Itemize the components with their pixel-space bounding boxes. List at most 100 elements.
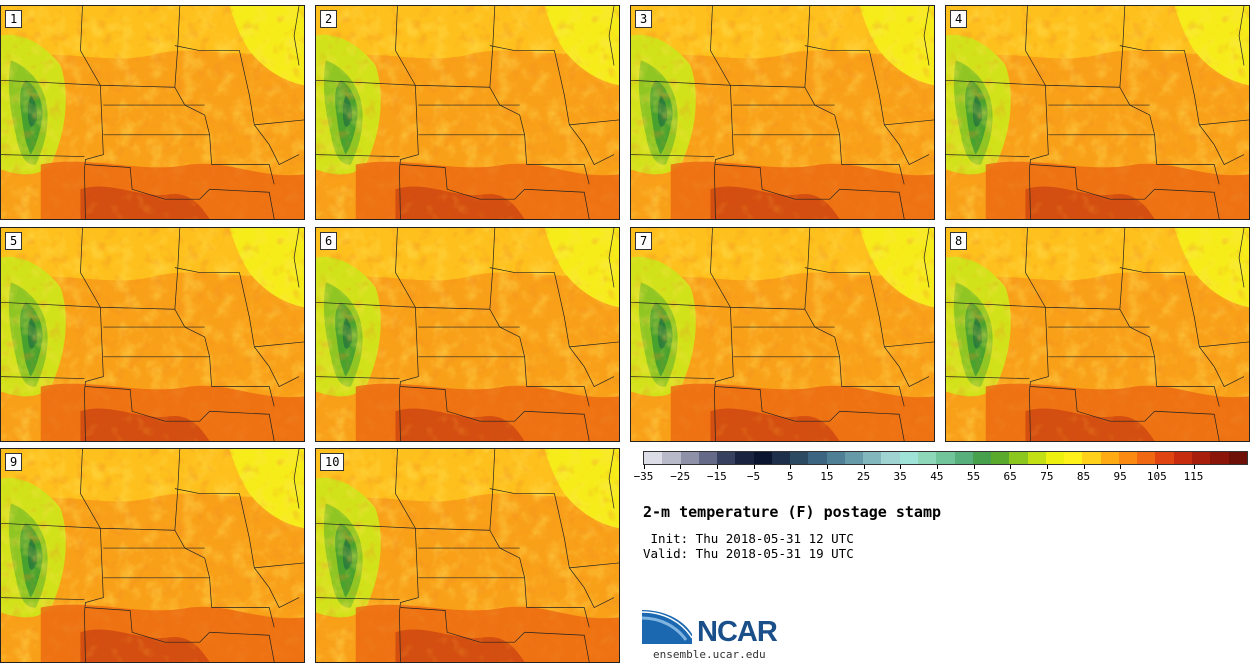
temperature-map — [631, 6, 934, 219]
init-time: Init: Thu 2018-05-31 12 UTC — [643, 531, 854, 546]
colorbar-segment — [1064, 452, 1083, 464]
colorbar-tick-label: 85 — [1076, 470, 1091, 483]
colorbar-segment — [1137, 452, 1156, 464]
temperature-map — [1, 449, 304, 662]
colorbar-segment — [790, 452, 809, 464]
member-label: 5 — [5, 232, 23, 250]
member-label: 10 — [320, 453, 345, 471]
colorbar-tick — [863, 465, 865, 469]
colorbar-segment — [644, 452, 663, 464]
member-label: 1 — [5, 10, 23, 28]
member-label: 8 — [950, 232, 968, 250]
logo-text: NCAR — [697, 616, 778, 648]
colorbar-segment — [1118, 452, 1138, 464]
member-label: 7 — [635, 232, 653, 250]
member-label: 9 — [5, 453, 23, 471]
map-panel-10: 10 — [315, 448, 620, 663]
colorbar-tick — [1120, 465, 1122, 469]
colorbar-segment — [1191, 452, 1211, 464]
colorbar-tick-label: 45 — [930, 470, 944, 483]
map-panel-9: 9 — [0, 448, 305, 663]
colorbar-segment — [662, 452, 681, 464]
member-label: 2 — [320, 10, 338, 28]
colorbar-tick — [1083, 465, 1085, 469]
plot-title: 2-m temperature (F) postage stamp — [643, 503, 942, 521]
colorbar-segment — [863, 452, 882, 464]
colorbar-segment — [826, 452, 845, 464]
colorbar-tick-label: 55 — [966, 470, 981, 483]
ncar-logo-icon — [642, 610, 693, 644]
temperature-map — [316, 228, 619, 441]
colorbar-segment — [1228, 452, 1247, 464]
colorbar-tick — [643, 465, 645, 469]
colorbar-tick-label: 35 — [893, 470, 907, 483]
colorbar-segment — [1009, 452, 1028, 464]
map-panel-8: 8 — [945, 227, 1250, 442]
colorbar — [643, 451, 1248, 465]
temperature-map — [316, 6, 619, 219]
colorbar-tick-label: 65 — [1003, 470, 1017, 483]
colorbar-tick-label: 25 — [856, 470, 871, 483]
colorbar-segment — [717, 452, 736, 464]
colorbar-tick-label: −15 — [706, 470, 727, 483]
temperature-map — [1, 6, 304, 219]
colorbar-segment — [735, 452, 754, 464]
colorbar-segment — [881, 452, 900, 464]
colorbar-segment — [753, 452, 772, 464]
colorbar-segment — [698, 452, 718, 464]
colorbar-tick-label: 75 — [1040, 470, 1054, 483]
colorbar-tick — [1193, 465, 1195, 469]
colorbar-segment — [1155, 452, 1174, 464]
valid-time: Valid: Thu 2018-05-31 19 UTC — [643, 546, 854, 561]
map-panel-5: 5 — [0, 227, 305, 442]
colorbar-segment — [936, 452, 955, 464]
colorbar-segment — [972, 452, 992, 464]
colorbar-segment — [991, 452, 1010, 464]
colorbar-tick — [1010, 465, 1012, 469]
colorbar-segment — [954, 452, 973, 464]
map-panel-4: 4 — [945, 5, 1250, 220]
member-label: 6 — [320, 232, 338, 250]
colorbar-segment — [771, 452, 791, 464]
colorbar-tick — [753, 465, 755, 469]
colorbar-tick-label: −25 — [670, 470, 691, 483]
colorbar-tick-label: 105 — [1146, 470, 1167, 483]
map-panel-6: 6 — [315, 227, 620, 442]
colorbar-tick — [936, 465, 938, 469]
colorbar-tick — [900, 465, 902, 469]
temperature-map — [946, 6, 1249, 219]
temperature-map — [946, 228, 1249, 441]
colorbar-tick-label: −5 — [746, 470, 761, 483]
colorbar-tick — [1046, 465, 1048, 469]
colorbar-segment — [1027, 452, 1046, 464]
colorbar-tick — [680, 465, 682, 469]
colorbar-tick-label: 15 — [820, 470, 834, 483]
colorbar-tick-label: −35 — [633, 470, 654, 483]
colorbar-segment — [1210, 452, 1229, 464]
member-label: 3 — [635, 10, 653, 28]
colorbar-ticks: −35 −25 −15 −5 5 15 25 35 45 55 65 75 85 95 105 115 — [634, 465, 1248, 485]
colorbar-segment — [899, 452, 918, 464]
colorbar-tick — [826, 465, 828, 469]
map-panel-3: 3 — [630, 5, 935, 220]
colorbar-tick-label: 115 — [1183, 470, 1204, 483]
colorbar-tick — [716, 465, 718, 469]
colorbar-tick — [1156, 465, 1158, 469]
site-url: ensemble.ucar.edu — [653, 648, 766, 661]
map-panel-2: 2 — [315, 5, 620, 220]
colorbar-segment — [917, 452, 937, 464]
colorbar-tick — [973, 465, 975, 469]
temperature-map — [1, 228, 304, 441]
colorbar-segment — [808, 452, 827, 464]
colorbar-tick-label: 95 — [1113, 470, 1127, 483]
colorbar-segment — [1045, 452, 1065, 464]
colorbar-segment — [1173, 452, 1192, 464]
map-panel-1: 1 — [0, 5, 305, 220]
colorbar-tick — [790, 465, 792, 469]
temperature-map — [316, 449, 619, 662]
temperature-map — [631, 228, 934, 441]
map-panel-7: 7 — [630, 227, 935, 442]
colorbar-segment — [1082, 452, 1101, 464]
colorbar-tick-label: 5 — [786, 470, 794, 483]
member-label: 4 — [950, 10, 968, 28]
